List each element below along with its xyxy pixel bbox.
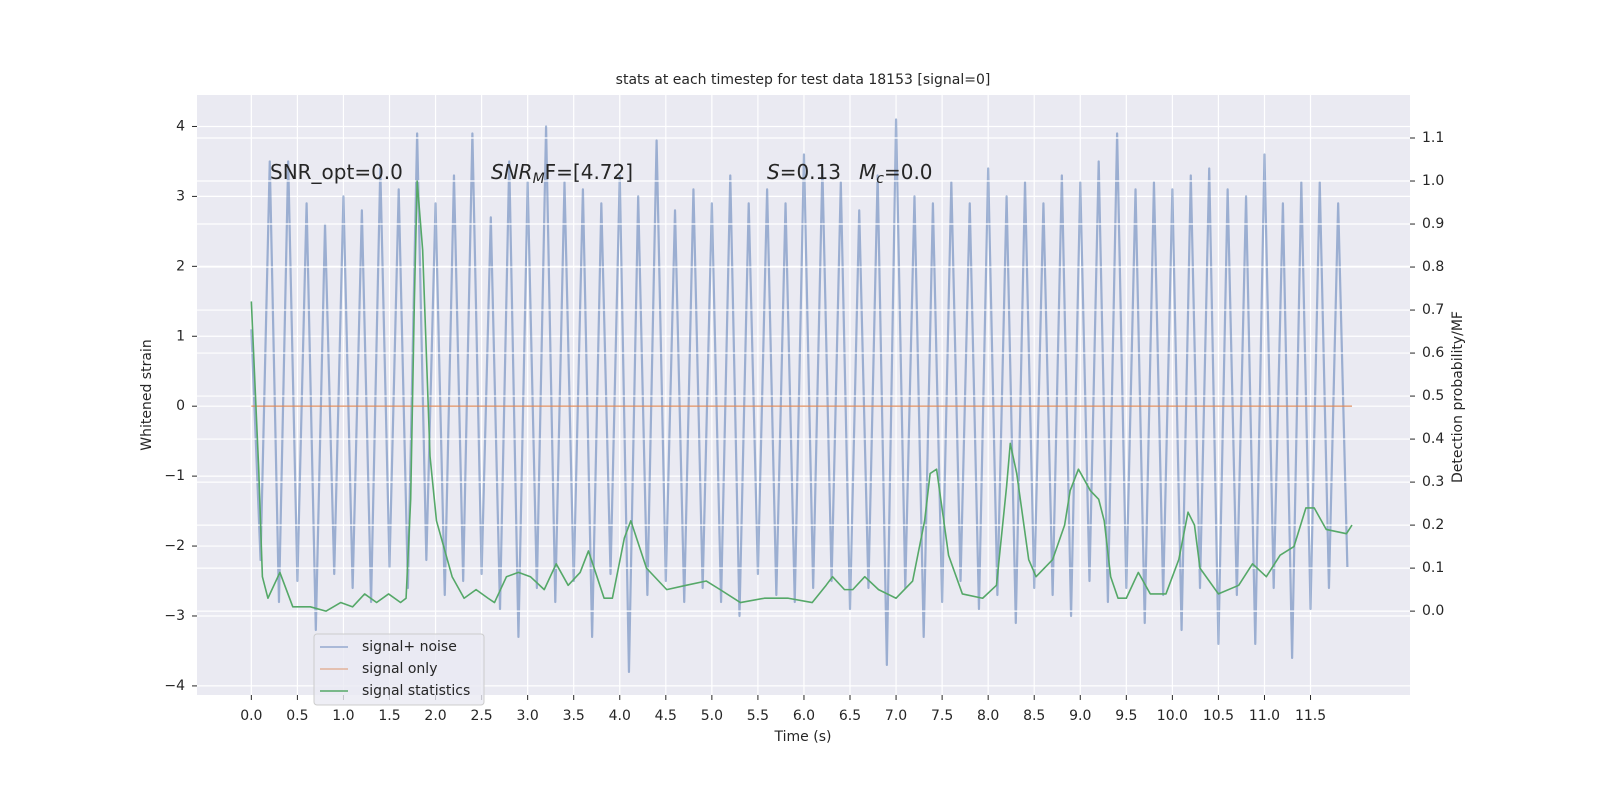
x-tick-label: 1.0 [332,708,354,724]
x-tick-label: 8.0 [977,708,999,724]
x-tick-label: 7.5 [931,708,953,724]
x-tick-label: 6.5 [839,708,861,724]
y2-axis-label: Detection probability/MF [1450,311,1466,483]
y2-tick-label: 0.8 [1422,259,1444,275]
x-tick-label: 3.0 [517,708,539,724]
legend-box [313,633,485,706]
legend-label: signal+ noise [362,639,457,655]
y-tick-label: −1 [164,468,185,484]
x-tick-label: 4.0 [609,708,631,724]
y2-tick-label: 1.1 [1422,130,1444,146]
y2-tick-label: 0.3 [1422,474,1444,490]
annotation-value: =0.13 [780,160,841,184]
annotation: SNR_opt=0.0 [270,160,403,184]
y-tick-label: 2 [176,258,185,274]
annotation: S=0.13 [767,160,841,184]
y2-tick-label: 0.9 [1422,216,1444,232]
y-tick-label: −2 [164,538,185,554]
annotation-subscript: c [876,171,884,187]
y2-tick-label: 0.1 [1422,560,1444,576]
x-tick-label: 9.0 [1069,708,1091,724]
y-axis-label: Whitened strain [139,339,155,450]
annotation-symbol: S [767,160,780,184]
annotation-text: SNR_opt=0.0 [270,160,403,184]
x-tick-label: 11.5 [1295,708,1326,724]
y2-tick-label: 0.7 [1422,302,1444,318]
annotation: SNRMF=[4.72] [491,160,633,188]
legend-label: signal statistics [362,683,470,699]
x-tick-label: 10.0 [1157,708,1188,724]
y-tick-label: 1 [176,328,185,344]
annotation-symbol: M [859,160,876,184]
series-line [250,118,1349,674]
y-tick-label: 0 [176,398,185,414]
y2-tick-label: 0.0 [1422,603,1444,619]
x-tick-label: 0.5 [286,708,308,724]
x-tick-label: 5.5 [747,708,769,724]
y2-tick-label: 0.2 [1422,517,1444,533]
y-tick-label: 3 [176,188,185,204]
y2-tick-label: 0.6 [1422,345,1444,361]
annotation-symbol: SNR [491,160,533,184]
x-tick-label: 1.5 [378,708,400,724]
y-tick-label: −3 [164,608,185,624]
x-tick-label: 11.0 [1249,708,1280,724]
x-tick-label: 3.5 [563,708,585,724]
y-tick-label: −4 [164,678,185,694]
y2-tick-label: 0.5 [1422,388,1444,404]
annotation: Mc=0.0 [859,160,933,188]
x-tick-label: 2.0 [424,708,446,724]
x-tick-label: 0.0 [240,708,262,724]
chart-title: stats at each timestep for test data 181… [616,72,991,88]
x-tick-label: 8.5 [1023,708,1045,724]
x-tick-label: 2.5 [470,708,492,724]
y2-tick-label: 1.0 [1422,173,1444,189]
annotation-subscript: M [533,171,545,187]
legend-label: signal only [362,661,437,677]
annotation-value: =0.0 [884,160,933,184]
x-tick-label: 10.5 [1203,708,1234,724]
x-tick-label: 7.0 [885,708,907,724]
series-line [250,180,1353,612]
x-tick-label: 9.5 [1115,708,1137,724]
x-tick-label: 6.0 [793,708,815,724]
x-tick-label: 5.0 [701,708,723,724]
y-tick-label: 4 [176,118,185,134]
annotation-value: F=[4.72] [545,160,633,184]
y2-tick-label: 0.4 [1422,431,1444,447]
x-tick-label: 4.5 [655,708,677,724]
x-axis-label: Time (s) [774,729,832,745]
